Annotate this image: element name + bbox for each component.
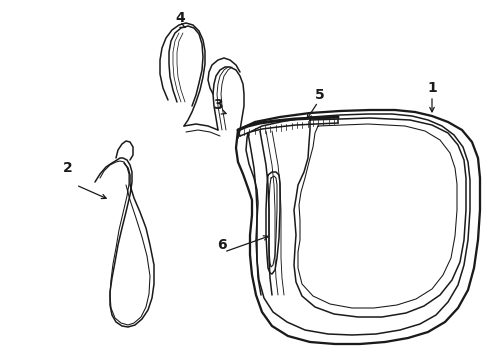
Text: 6: 6 bbox=[217, 238, 227, 252]
Text: 1: 1 bbox=[427, 81, 437, 95]
Text: 2: 2 bbox=[63, 161, 73, 175]
Text: 4: 4 bbox=[175, 11, 185, 25]
Text: 5: 5 bbox=[315, 88, 325, 102]
Text: 3: 3 bbox=[213, 98, 223, 112]
